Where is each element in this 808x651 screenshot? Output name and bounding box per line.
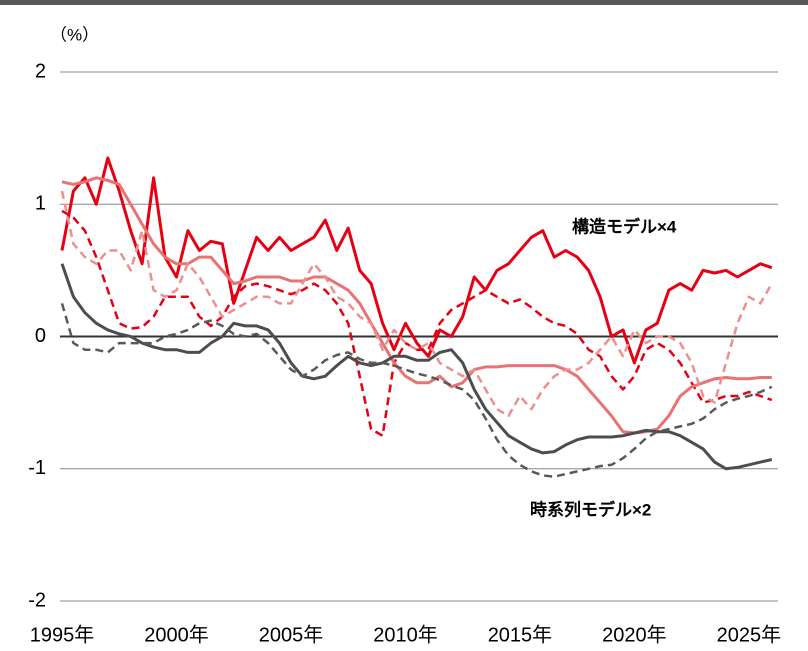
x-tick-label: 2015年 (488, 623, 553, 646)
unit-label: （%） (50, 25, 99, 44)
annotation: 時系列モデル×2 (530, 499, 651, 519)
series-line (61, 209, 773, 437)
x-tick-label: 2000年 (144, 623, 209, 646)
x-tick-label: 2010年 (373, 623, 438, 646)
x-tick-label: 2025年 (717, 623, 782, 646)
series-line (60, 156, 773, 365)
x-tick-label: 2020年 (602, 623, 667, 646)
y-tick-label: 1 (35, 193, 46, 215)
series-line (60, 303, 773, 478)
x-tick-label: 1995年 (30, 623, 95, 646)
x-tick-label: 2005年 (259, 623, 324, 646)
top-bar (0, 0, 808, 5)
series-line (60, 190, 773, 418)
annotation: 構造モデル×4 (572, 216, 677, 236)
y-tick-label: 0 (35, 325, 46, 347)
y-tick-label: -2 (28, 589, 46, 611)
series-line (61, 176, 772, 435)
y-tick-label: -1 (28, 457, 46, 479)
series-line (60, 263, 773, 471)
y-tick-label: 2 (35, 60, 46, 82)
